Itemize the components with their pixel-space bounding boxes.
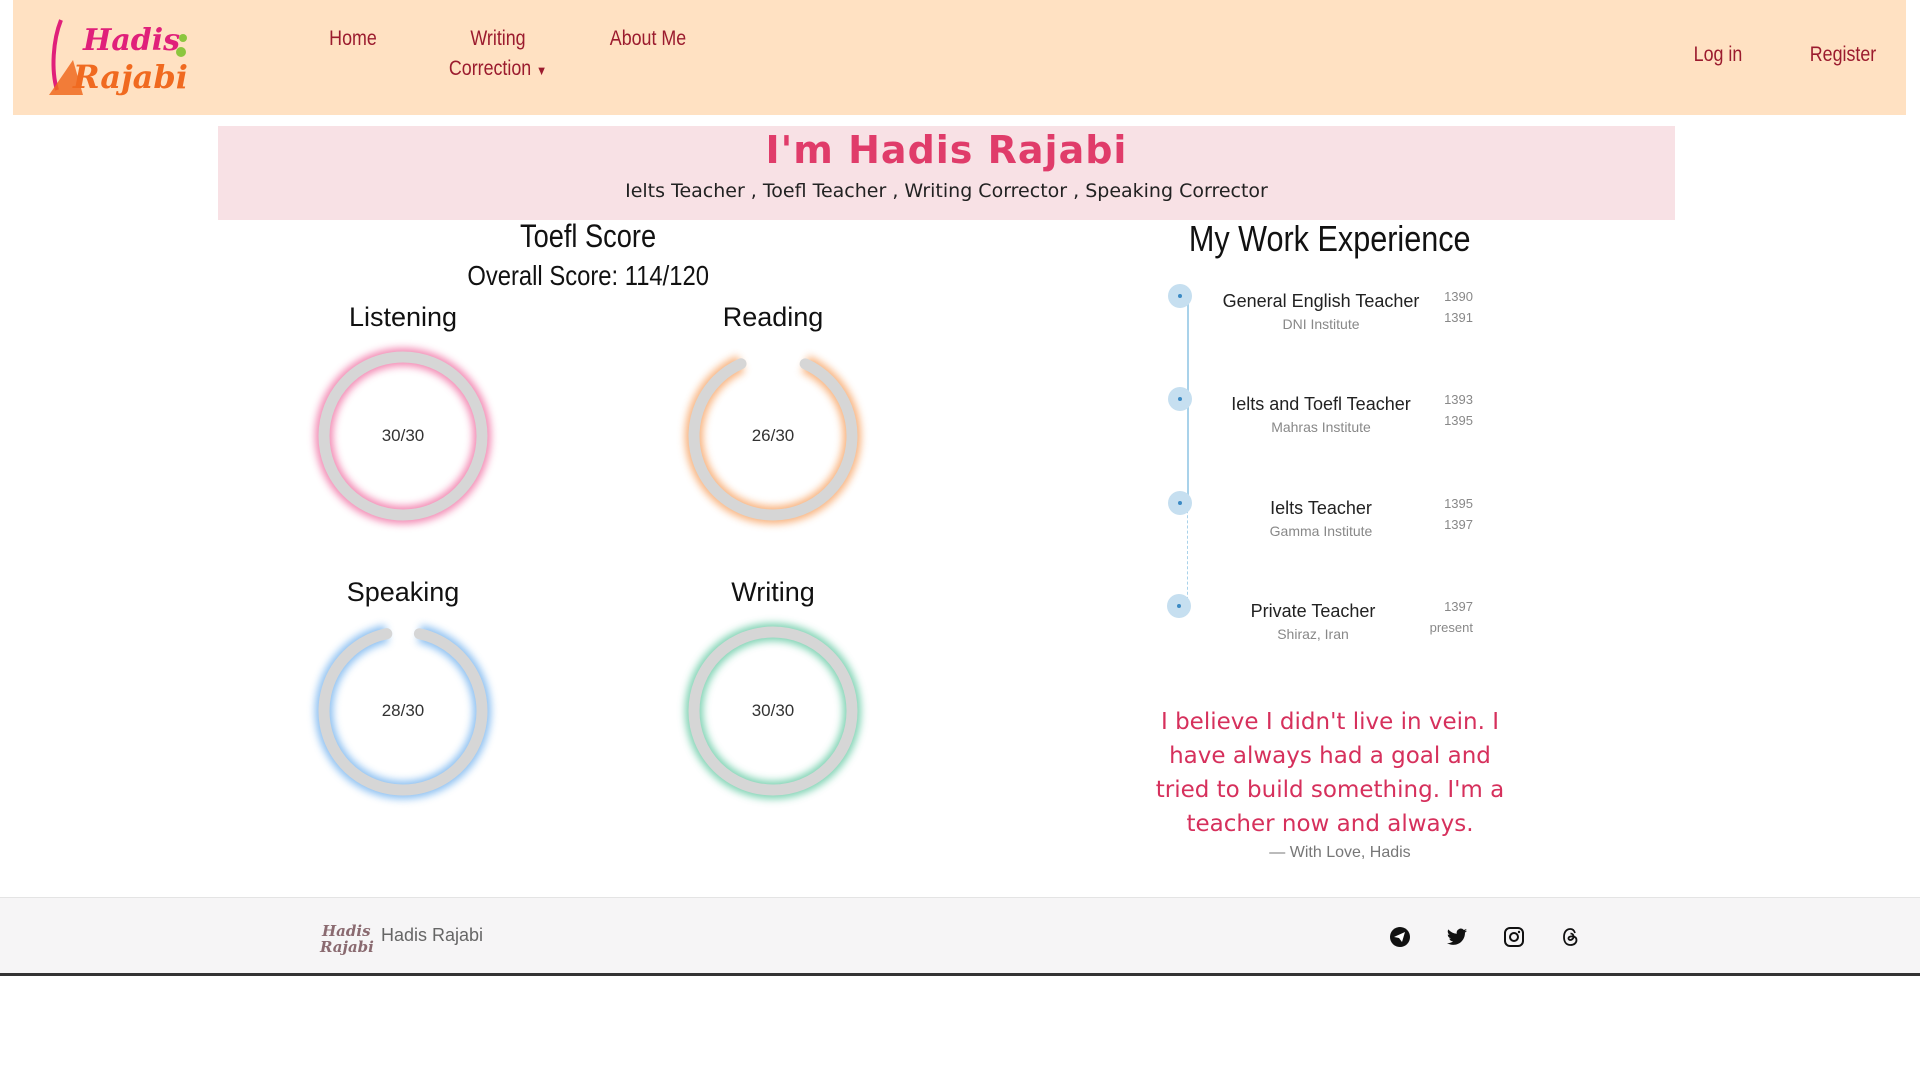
job-title: Ielts and Toefl Teacher <box>1231 394 1411 414</box>
experience-title: My Work Experience <box>1189 218 1471 259</box>
timeline-dot <box>1168 284 1192 308</box>
score-ring <box>315 623 491 799</box>
instagram-icon[interactable] <box>1503 926 1527 950</box>
hero-title: I'm Hadis Rajabi <box>765 128 1128 172</box>
telegram-icon[interactable] <box>1389 926 1413 950</box>
footer-logo[interactable]: Hadis Rajabi <box>318 918 376 956</box>
job-place: Mahras Institute <box>1271 419 1371 435</box>
score-label: Speaking <box>346 577 460 607</box>
score-label: Writing <box>731 577 815 607</box>
scores-title: Toefl Score <box>519 218 657 254</box>
hero-banner: I'm Hadis Rajabi Ielts Teacher , Toefl T… <box>218 126 1675 220</box>
job-title: Private Teacher <box>1250 601 1376 621</box>
timeline-dot <box>1168 387 1192 411</box>
score-ring <box>685 347 861 524</box>
job-years: 1395 1397 <box>1444 496 1473 532</box>
nav-correction-label: Correction <box>448 57 532 80</box>
quote-text: I believe I didn't live in vein. I have … <box>1155 709 1505 837</box>
hero-subtitle: Ielts Teacher , Toefl Teacher , Writing … <box>625 180 1268 202</box>
job-years: 1397 present <box>1429 599 1473 635</box>
score-value: 30/30 <box>381 426 425 445</box>
job-place: Gamma Institute <box>1269 523 1373 539</box>
threads-icon[interactable] <box>1560 926 1584 950</box>
score-arc <box>318 351 488 521</box>
svg-text:Hadis: Hadis <box>321 922 371 940</box>
timeline-line-dashed <box>1187 500 1188 605</box>
caret-down-icon: ▼ <box>536 63 548 78</box>
score-value: 28/30 <box>381 701 425 720</box>
score-ring <box>315 348 491 524</box>
score-arc <box>318 626 488 796</box>
footer: Hadis Rajabi Hadis Rajabi <box>0 897 1920 976</box>
nav-writing-correction-dropdown[interactable]: Writing Correction ▼ <box>443 24 554 86</box>
svg-text:Rajabi: Rajabi <box>319 938 374 956</box>
timeline-dot <box>1167 594 1191 618</box>
score-ring <box>685 623 861 799</box>
footer-name: Hadis Rajabi <box>381 925 484 945</box>
nav-writing-label: Writing <box>470 27 526 50</box>
score-value: 30/30 <box>751 701 795 720</box>
twitter-icon[interactable] <box>1446 926 1470 950</box>
logo[interactable]: Hadis Rajabi <box>43 10 193 100</box>
job-years: 1393 1395 <box>1444 392 1473 428</box>
login-link[interactable]: Log in <box>1693 43 1743 66</box>
score-arc <box>688 351 858 521</box>
timeline-dot <box>1168 491 1192 515</box>
job-years: 1390 1391 <box>1444 289 1473 325</box>
svg-text:Rajabi: Rajabi <box>72 58 188 96</box>
score-label: Reading <box>722 302 824 332</box>
job-title: Ielts Teacher <box>1270 498 1372 518</box>
overall-score: Overall Score: 114/120 <box>467 260 709 291</box>
score-arc <box>688 626 858 796</box>
nav-home[interactable]: Home <box>329 27 377 50</box>
quote: I believe I didn't live in vein. I have … <box>1150 705 1510 865</box>
navbar: Hadis Rajabi Home Writing Correction ▼ A… <box>13 0 1906 115</box>
register-link[interactable]: Register <box>1809 43 1877 66</box>
score-value: 26/30 <box>751 426 795 445</box>
nav-about-me[interactable]: About Me <box>609 27 687 50</box>
job-place: DNI Institute <box>1282 316 1360 332</box>
quote-signature: — With Love, Hadis <box>1269 844 1411 861</box>
job-place: Shiraz, Iran <box>1277 626 1349 642</box>
svg-text:Hadis: Hadis <box>82 23 180 58</box>
job-title: General English Teacher <box>1222 291 1420 311</box>
score-label: Listening <box>348 302 458 332</box>
